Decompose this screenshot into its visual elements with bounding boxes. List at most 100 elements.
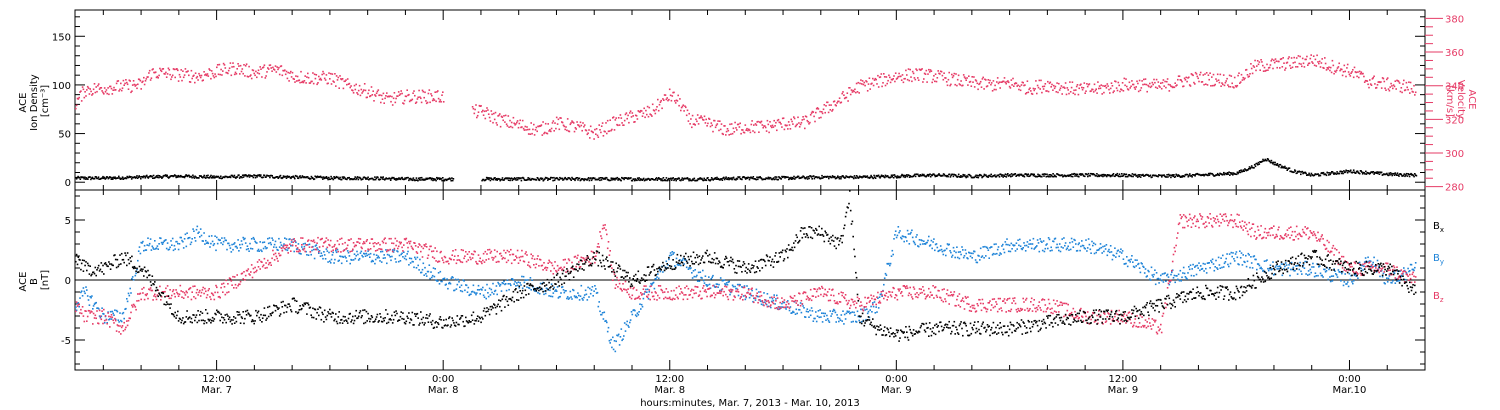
density-point-103 <box>152 174 155 177</box>
velocity-point-829 <box>807 121 809 123</box>
by-point-234 <box>273 243 276 246</box>
density-point-180 <box>210 177 213 179</box>
velocity-point-1154 <box>1083 82 1086 84</box>
velocity-point-383 <box>400 90 402 92</box>
by-point-606 <box>589 292 592 295</box>
density-point-148 <box>186 175 189 178</box>
by-point-598 <box>583 296 585 299</box>
velocity-point-734 <box>726 128 729 130</box>
velocity-point-1482 <box>1362 72 1364 75</box>
by-point-1240 <box>1128 259 1131 261</box>
velocity-point-122 <box>178 73 181 76</box>
density-point-657 <box>599 179 601 182</box>
by-point-495 <box>495 285 498 287</box>
velocity-point-1393 <box>1286 61 1289 64</box>
density-point-346 <box>336 176 338 179</box>
by-point-1072 <box>985 246 988 248</box>
velocity-point-1274 <box>1185 76 1188 79</box>
velocity-point-314 <box>341 78 344 80</box>
by-point-729 <box>694 269 696 271</box>
velocity-point-799 <box>781 117 784 120</box>
density-point-252 <box>265 176 267 178</box>
velocity-point-800 <box>782 117 785 119</box>
velocity-point-24 <box>95 86 97 88</box>
density-point-397 <box>374 178 377 181</box>
velocity-point-4 <box>78 96 80 99</box>
velocity-point-370 <box>389 95 391 97</box>
density-point-1274 <box>1065 175 1067 178</box>
velocity-point-731 <box>724 125 726 127</box>
by-point-87 <box>148 242 151 245</box>
velocity-point-817 <box>797 116 799 119</box>
velocity-point-1370 <box>1267 69 1269 71</box>
by-point-1087 <box>998 254 1001 256</box>
density-point-442 <box>408 178 411 180</box>
velocity-point-649 <box>654 112 657 115</box>
velocity-point-1330 <box>1233 86 1235 89</box>
velocity-point-1156 <box>1085 90 1087 92</box>
by-point-1439 <box>1297 264 1300 267</box>
density-point-538 <box>509 179 511 182</box>
velocity-point-1347 <box>1247 76 1250 78</box>
by-point-154 <box>205 242 208 244</box>
density-point-73 <box>130 176 132 178</box>
velocity-point-1103 <box>1040 79 1042 82</box>
by-point-376 <box>394 258 397 260</box>
velocity-point-1126 <box>1059 87 1062 89</box>
velocity-point-317 <box>344 80 346 82</box>
density-point-1038 <box>886 175 889 177</box>
velocity-point-943 <box>904 77 906 80</box>
by-point-780 <box>737 294 740 297</box>
density-point-327 <box>322 178 324 180</box>
density-point-746 <box>666 179 668 182</box>
density-point-496 <box>449 178 452 180</box>
by-point-640 <box>618 344 621 346</box>
density-point-724 <box>649 179 652 181</box>
by-point-27 <box>97 307 100 310</box>
velocity-point-1012 <box>962 74 965 76</box>
by-point-209 <box>252 236 255 239</box>
by-point-206 <box>250 247 252 250</box>
velocity-point-665 <box>668 98 670 101</box>
density-point-1701 <box>1387 174 1390 177</box>
velocity-point-691 <box>690 118 692 120</box>
velocity-point-1255 <box>1169 84 1171 86</box>
by-point-1366 <box>1235 251 1238 253</box>
by-point-714 <box>681 259 684 261</box>
by-point-740 <box>703 282 706 284</box>
density-point-501 <box>481 179 483 182</box>
velocity-point-416 <box>428 89 431 91</box>
by-point-861 <box>806 308 809 310</box>
velocity-point-1094 <box>1032 87 1035 90</box>
by-point-795 <box>750 294 753 297</box>
by-point-1287 <box>1168 283 1171 286</box>
velocity-point-20 <box>92 93 94 95</box>
velocity-point-1053 <box>997 82 1000 85</box>
by-point-449 <box>456 283 459 286</box>
density-point-1650 <box>1349 170 1351 173</box>
velocity-point-408 <box>421 89 424 92</box>
by-point-924 <box>860 308 862 311</box>
density-point-1236 <box>1036 175 1038 178</box>
velocity-point-1090 <box>1029 87 1031 89</box>
by-point-665 <box>640 308 642 310</box>
velocity-point-1350 <box>1250 63 1252 65</box>
by-point-1347 <box>1219 267 1222 269</box>
density-point-212 <box>235 177 237 179</box>
density-point-1708 <box>1392 173 1395 175</box>
density-point-245 <box>260 174 262 176</box>
by-point-557 <box>548 295 550 297</box>
density-point-562 <box>527 177 529 179</box>
velocity-point-80 <box>143 76 145 79</box>
velocity-point-676 <box>677 94 679 97</box>
density-point-1062 <box>905 175 907 177</box>
velocity-point-751 <box>741 129 743 131</box>
density-point-155 <box>192 174 194 177</box>
density-point-1703 <box>1389 174 1391 176</box>
by-point-461 <box>466 291 469 293</box>
density-point-441 <box>408 179 410 182</box>
velocity-point-1384 <box>1279 67 1281 69</box>
by-point-451 <box>458 281 460 283</box>
by-point-933 <box>867 310 870 313</box>
velocity-point-5 <box>79 91 81 93</box>
